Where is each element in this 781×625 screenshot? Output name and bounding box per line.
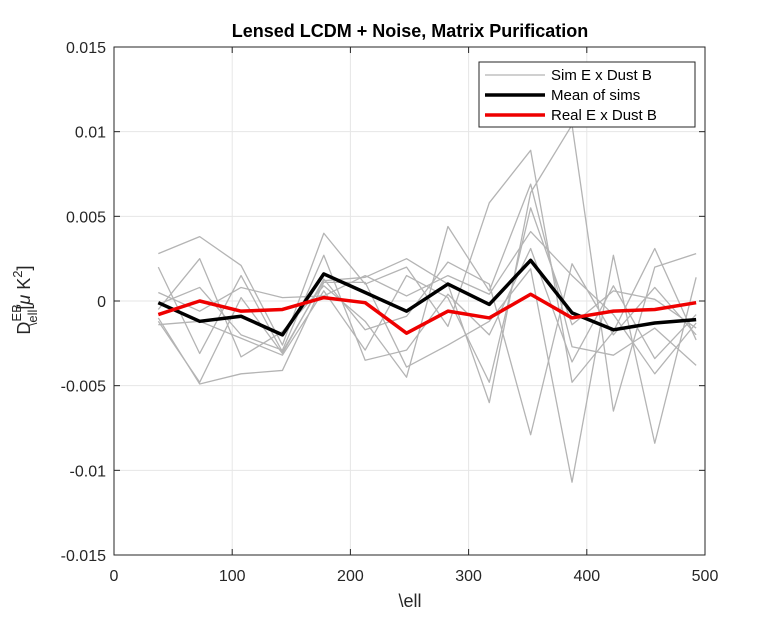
plot-lines xyxy=(157,124,697,483)
tick-labels: 0 100 200 300 400 500 -0.015 -0.01 -0.005 0 0.005 0… xyxy=(61,40,719,585)
series-line-sim xyxy=(157,254,697,483)
series-line-sim xyxy=(157,183,697,378)
y-tick-label: -0.01 xyxy=(70,463,107,480)
legend-label: Real E x Dust B xyxy=(551,107,657,124)
y-tick-label: 0.015 xyxy=(66,40,106,57)
y-tick-label: -0.015 xyxy=(61,548,106,565)
series-line-mean xyxy=(157,258,697,337)
y-tick-label: -0.005 xyxy=(61,379,106,396)
y-tick-label: 0 xyxy=(97,294,106,311)
svg-text:DEB\ell[μ K2]: DEB\ell[μ K2] xyxy=(9,265,40,334)
series-line-real xyxy=(157,292,697,335)
x-tick-label: 200 xyxy=(337,568,364,585)
y-tick-label: 0.005 xyxy=(66,209,106,226)
x-tick-label: 100 xyxy=(219,568,246,585)
y-label-unit-sup: 2 xyxy=(10,270,25,277)
x-tick-label: 0 xyxy=(110,568,119,585)
y-label-unit-close: ] xyxy=(14,265,34,270)
series-line-sim xyxy=(157,124,697,412)
y-label-sub: \ell xyxy=(25,309,40,326)
x-tick-label: 300 xyxy=(455,568,482,585)
y-label-unit-open: [ xyxy=(14,305,34,310)
y-tick-label: 0.01 xyxy=(75,125,106,142)
y-label-main: D xyxy=(14,322,34,335)
series-line-sim xyxy=(158,230,697,375)
y-label-unit-k: K xyxy=(14,278,34,295)
y-axis-label: DEB\ell[μ K2] xyxy=(9,265,40,334)
x-tick-label: 400 xyxy=(573,568,600,585)
chart-title: Lensed LCDM + Noise, Matrix Purification xyxy=(232,21,589,41)
legend: Sim E x Dust B Mean of sims Real E x Dust … xyxy=(478,61,696,128)
legend-label: Sim E x Dust B xyxy=(551,67,652,84)
y-label-sup: EB xyxy=(9,304,24,321)
y-label-unit-mu: μ xyxy=(14,295,34,306)
series-line-sim xyxy=(158,207,697,383)
axes xyxy=(113,46,706,556)
x-axis-label: \ell xyxy=(398,591,421,611)
series-line-sim xyxy=(157,261,697,436)
legend-label: Mean of sims xyxy=(551,87,640,104)
x-tick-label: 500 xyxy=(692,568,719,585)
